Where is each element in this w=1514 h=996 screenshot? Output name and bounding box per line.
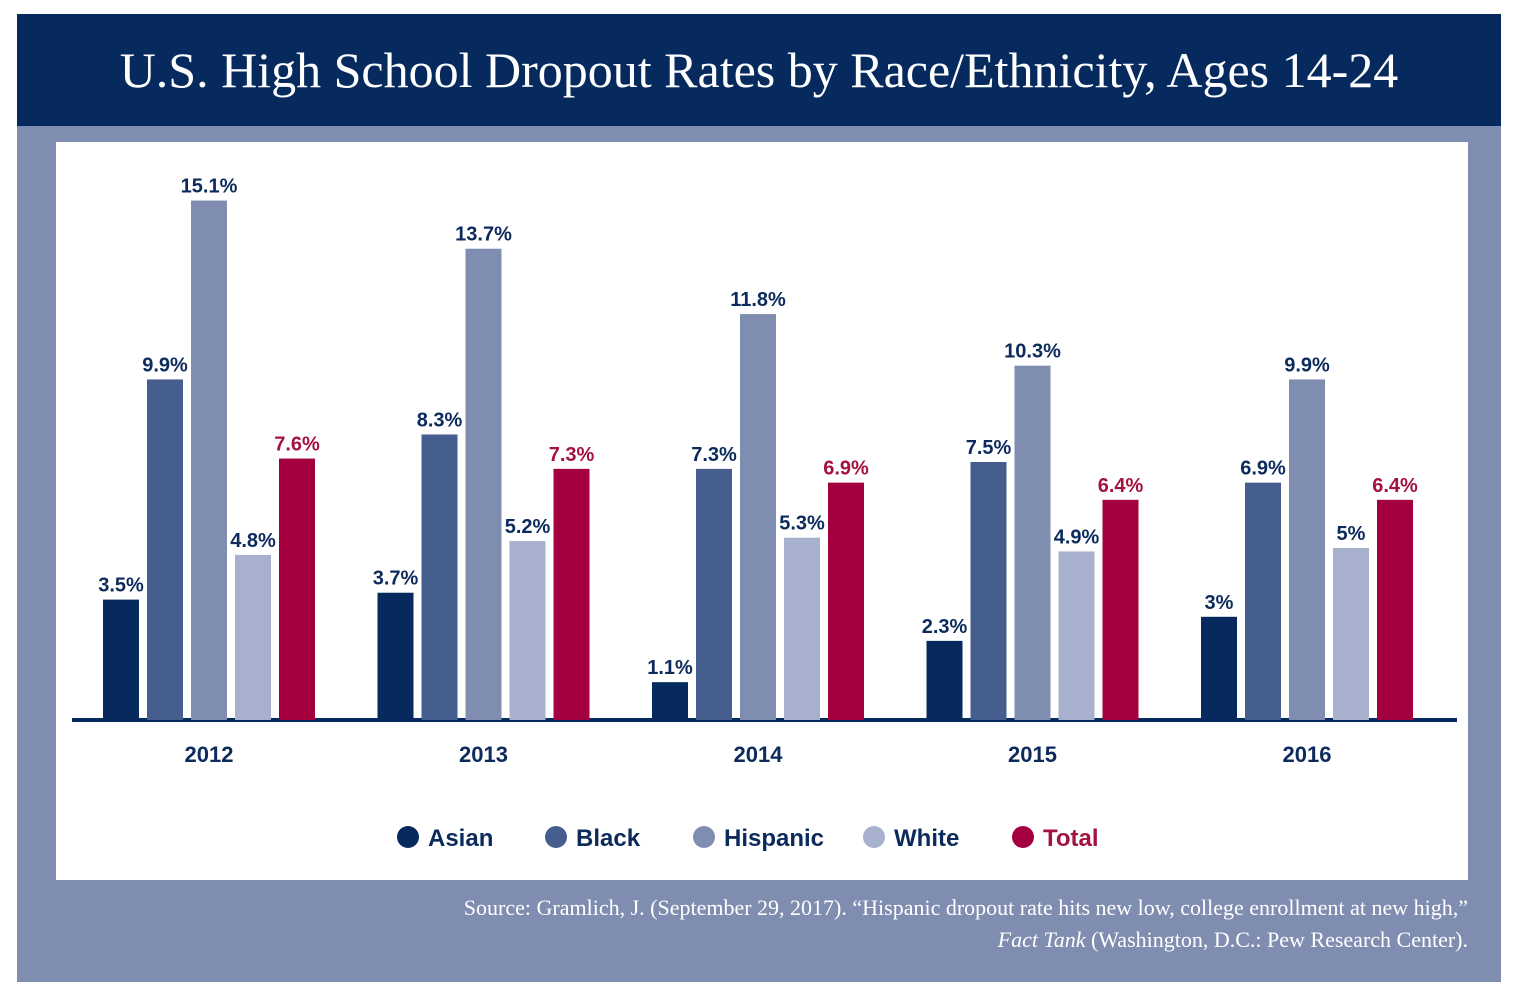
source-line-1: Source: Gramlich, J. (September 29, 2017… bbox=[463, 895, 1468, 920]
data-label-black-2016: 6.9% bbox=[1240, 458, 1286, 480]
legend-swatch-white bbox=[863, 826, 885, 848]
data-label-total-2016: 6.4% bbox=[1372, 475, 1418, 497]
data-label-black-2015: 7.5% bbox=[966, 437, 1012, 459]
bar-black-2015 bbox=[970, 462, 1007, 720]
bar-asian-2014 bbox=[652, 682, 688, 720]
bar-black-2016 bbox=[1245, 482, 1281, 720]
data-label-total-2014: 6.9% bbox=[823, 458, 869, 480]
bar-total-2013 bbox=[553, 468, 590, 720]
data-label-asian-2012: 3.5% bbox=[98, 575, 144, 597]
bar-asian-2012 bbox=[103, 599, 139, 720]
bar-total-2014 bbox=[828, 482, 864, 720]
legend-swatch-asian bbox=[397, 826, 419, 848]
bar-hispanic-2014 bbox=[740, 314, 776, 720]
data-label-hispanic-2016: 9.9% bbox=[1284, 354, 1330, 376]
data-label-hispanic-2013: 13.7% bbox=[455, 224, 512, 246]
bar-hispanic-2012 bbox=[191, 200, 227, 720]
legend-swatch-total bbox=[1012, 826, 1034, 848]
bar-black-2012 bbox=[147, 379, 183, 720]
data-label-hispanic-2014: 11.8% bbox=[730, 289, 786, 311]
bar-total-2012 bbox=[279, 458, 315, 720]
bar-hispanic-2013 bbox=[465, 248, 502, 720]
legend-label-asian: Asian bbox=[428, 825, 493, 852]
source-publisher: (Washington, D.C.: Pew Research Center). bbox=[1085, 927, 1468, 952]
data-label-hispanic-2015: 10.3% bbox=[1004, 341, 1061, 363]
bar-hispanic-2016 bbox=[1289, 379, 1325, 720]
bar-hispanic-2015 bbox=[1014, 365, 1051, 720]
data-label-asian-2013: 3.7% bbox=[373, 568, 419, 590]
legend-label-total: Total bbox=[1043, 825, 1099, 852]
bar-asian-2015 bbox=[926, 640, 963, 720]
data-label-white-2015: 4.9% bbox=[1054, 526, 1100, 548]
source-citation: Source: Gramlich, J. (September 29, 2017… bbox=[464, 892, 1468, 956]
data-label-total-2013: 7.3% bbox=[549, 444, 595, 466]
legend-label-white: White bbox=[894, 825, 959, 852]
bar-black-2014 bbox=[696, 468, 732, 720]
source-line-2: Fact Tank (Washington, D.C.: Pew Researc… bbox=[464, 924, 1468, 956]
bar-white-2015 bbox=[1058, 551, 1095, 720]
category-label-2016: 2016 bbox=[1283, 742, 1332, 767]
legend-swatch-black bbox=[545, 826, 567, 848]
category-label-2014: 2014 bbox=[734, 742, 784, 767]
bar-white-2012 bbox=[235, 554, 271, 720]
data-label-asian-2016: 3% bbox=[1205, 592, 1234, 614]
data-label-white-2012: 4.8% bbox=[230, 530, 276, 552]
legend-label-black: Black bbox=[576, 825, 641, 852]
plot-panel: 3.5% 9.9% 15.1% 4.8% 7.6% 2012 3.7% 8.3% 13.7% 5.… bbox=[56, 142, 1468, 880]
data-label-black-2013: 8.3% bbox=[417, 409, 463, 431]
data-label-asian-2015: 2.3% bbox=[922, 616, 968, 638]
data-label-white-2014: 5.3% bbox=[779, 513, 825, 535]
source-publication: Fact Tank bbox=[997, 927, 1086, 952]
bar-white-2016 bbox=[1333, 548, 1369, 720]
bar-asian-2013 bbox=[377, 592, 414, 720]
data-label-total-2015: 6.4% bbox=[1098, 475, 1144, 497]
chart-frame: U.S. High School Dropout Rates by Race/E… bbox=[17, 14, 1501, 982]
bar-white-2013 bbox=[509, 541, 546, 720]
bar-total-2016 bbox=[1377, 499, 1413, 720]
bar-white-2014 bbox=[784, 537, 820, 720]
data-label-white-2016: 5% bbox=[1337, 523, 1366, 545]
data-label-black-2014: 7.3% bbox=[691, 444, 737, 466]
title-bar: U.S. High School Dropout Rates by Race/E… bbox=[17, 14, 1501, 126]
data-label-asian-2014: 1.1% bbox=[647, 657, 693, 679]
category-label-2015: 2015 bbox=[1008, 742, 1057, 767]
legend-swatch-hispanic bbox=[693, 826, 715, 848]
category-label-2012: 2012 bbox=[185, 742, 234, 767]
data-label-hispanic-2012: 15.1% bbox=[181, 176, 238, 198]
bar-total-2015 bbox=[1102, 499, 1139, 720]
data-label-black-2012: 9.9% bbox=[142, 354, 188, 376]
data-label-total-2012: 7.6% bbox=[274, 434, 320, 456]
legend-label-hispanic: Hispanic bbox=[724, 825, 824, 852]
bar-black-2013 bbox=[421, 434, 458, 720]
bar-asian-2016 bbox=[1201, 616, 1237, 720]
data-label-white-2013: 5.2% bbox=[505, 516, 551, 538]
bar-chart: 3.5% 9.9% 15.1% 4.8% 7.6% 2012 3.7% 8.3% 13.7% 5.… bbox=[72, 176, 1457, 852]
category-label-2013: 2013 bbox=[459, 742, 508, 767]
chart-title: U.S. High School Dropout Rates by Race/E… bbox=[119, 42, 1399, 98]
